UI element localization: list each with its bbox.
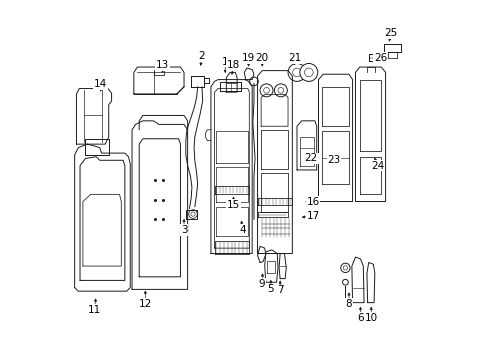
Text: 15: 15	[227, 200, 240, 210]
Text: 1: 1	[222, 57, 229, 67]
Circle shape	[288, 63, 306, 81]
Text: 16: 16	[307, 197, 320, 207]
Text: 17: 17	[307, 211, 320, 221]
Circle shape	[300, 63, 318, 81]
Circle shape	[293, 68, 301, 77]
Text: 9: 9	[259, 279, 265, 289]
Text: 4: 4	[240, 225, 246, 235]
Circle shape	[264, 87, 270, 93]
Text: 14: 14	[94, 79, 107, 89]
Text: 21: 21	[289, 53, 302, 63]
Text: 13: 13	[156, 60, 169, 70]
Text: 23: 23	[327, 155, 341, 165]
Text: 5: 5	[268, 284, 274, 294]
Circle shape	[343, 266, 347, 270]
Text: 2: 2	[198, 51, 205, 61]
Circle shape	[189, 210, 197, 219]
Circle shape	[274, 84, 287, 97]
Text: 6: 6	[357, 313, 364, 323]
Text: 8: 8	[345, 299, 352, 309]
Circle shape	[250, 77, 258, 86]
Text: 22: 22	[305, 153, 318, 163]
Circle shape	[191, 212, 195, 216]
Text: 24: 24	[371, 161, 384, 171]
Text: 20: 20	[256, 53, 269, 63]
Circle shape	[260, 84, 273, 97]
Circle shape	[341, 263, 350, 273]
Text: 12: 12	[139, 299, 152, 309]
Text: 7: 7	[277, 285, 283, 296]
Text: 3: 3	[181, 225, 187, 235]
Circle shape	[304, 68, 313, 77]
Text: 26: 26	[374, 53, 387, 63]
Text: 19: 19	[242, 53, 255, 63]
Text: 18: 18	[227, 60, 240, 70]
Text: 11: 11	[88, 305, 101, 315]
Circle shape	[343, 279, 348, 285]
Text: 10: 10	[365, 313, 378, 323]
Text: 25: 25	[385, 28, 398, 38]
Circle shape	[278, 87, 284, 93]
